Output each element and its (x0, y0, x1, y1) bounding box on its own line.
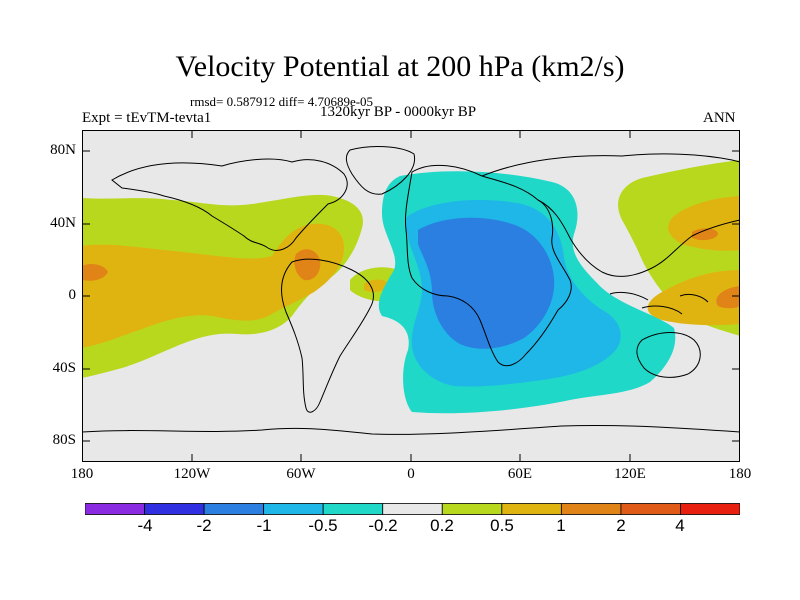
coastline-europe-africa (405, 164, 572, 367)
colorbar-swatch (203, 503, 265, 515)
lat-label: 0 (68, 287, 77, 303)
coastline-australia (636, 332, 701, 378)
colorbar-label: 2 (616, 516, 626, 535)
map-title: Velocity Potential at 200 hPa (km2/s) (175, 50, 625, 83)
contour-positive-level3-datepac (716, 286, 740, 309)
colorbar-label: -1 (256, 516, 272, 535)
statistics-line: rmsd= 0.587912 diff= 4.70689e-05 (190, 94, 374, 109)
colorbar-swatch (263, 503, 324, 515)
colorbar-swatch (680, 503, 740, 515)
contour-positive-level3-eastpac (82, 264, 108, 281)
colorbar-label: -0.5 (308, 516, 338, 535)
lon-label: 120E (614, 466, 646, 482)
lat-label: 80S (52, 432, 76, 448)
colorbar-label: -4 (137, 516, 153, 535)
lat-label: 40N (50, 215, 76, 231)
colorbar-swatch (144, 503, 205, 515)
coastline-greenland (345, 146, 416, 195)
colorbar-label: 4 (675, 516, 685, 535)
colorbar-swatch (620, 503, 681, 515)
colorbar-label: 1 (556, 516, 566, 535)
lon-label: 60W (286, 466, 316, 482)
coastline-indonesia (609, 291, 709, 315)
contour-negative-level3 (418, 217, 555, 349)
colorbar-swatch (560, 503, 622, 515)
colorbar-swatch (382, 503, 443, 515)
lon-label: 60E (507, 466, 533, 482)
lon-label: 180 (728, 466, 752, 482)
colorbar-label: 0.5 (490, 516, 514, 535)
velocity-potential-map (82, 130, 740, 462)
colorbar-swatch (501, 503, 562, 515)
colorbar-label: 0.2 (430, 516, 454, 535)
contour-positive-level2-indonesia (647, 270, 740, 326)
lon-label: 120W (173, 466, 211, 482)
coastline-south-america (281, 258, 374, 413)
coastline-antarctica (82, 424, 740, 435)
lon-label: 180 (70, 466, 94, 482)
coastline-north-america (111, 158, 348, 251)
colorbar-label: -0.2 (368, 516, 398, 535)
coastlines (82, 146, 740, 435)
lon-label: 0 (407, 466, 415, 482)
coastline-asia (481, 153, 740, 277)
season-label: ANN (703, 110, 736, 126)
colorbar (85, 503, 740, 515)
colorbar-swatch (441, 503, 503, 515)
colorbar-swatch (322, 503, 384, 515)
lat-label: 40S (52, 360, 76, 376)
colorbar-label: -2 (196, 516, 212, 535)
period-label: 1320kyr BP - 0000kyr BP (320, 104, 477, 120)
lat-label: 80N (50, 142, 76, 158)
experiment-label: Expt = tEvTM-tevta1 (82, 110, 212, 126)
contour-positive-level3-westpac (692, 228, 718, 241)
contour-positive-level3-caribbean (294, 249, 321, 281)
contour-positive-level2-americas (82, 223, 344, 348)
contour-positive-level2-westpac (668, 196, 740, 251)
axis-ticks (82, 130, 740, 462)
colorbar-swatch (85, 503, 145, 515)
